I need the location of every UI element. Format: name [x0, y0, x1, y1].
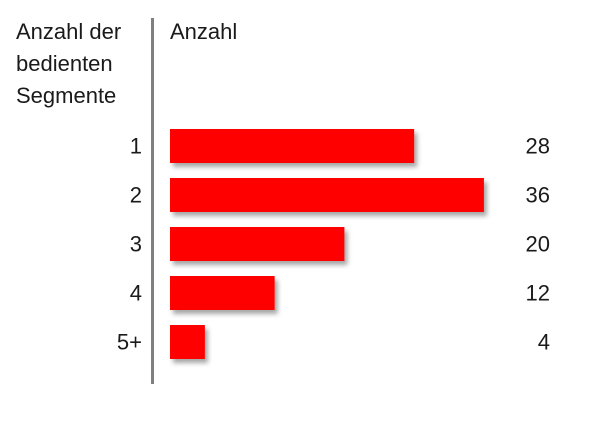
data-label-3: 20 [526, 232, 550, 257]
category-label-4: 4 [130, 281, 142, 306]
bar-2 [170, 178, 484, 212]
category-header-line-2: bedienten [16, 51, 113, 76]
data-label-5+: 4 [538, 330, 550, 355]
category-label-5+: 5+ [117, 330, 142, 355]
category-header-line-1: Anzahl der [16, 19, 122, 44]
category-label-2: 2 [130, 183, 142, 208]
bar-4 [170, 276, 275, 310]
axis-divider-line [151, 18, 154, 384]
category-axis-header: Anzahl der bedienten Segmente [16, 16, 152, 112]
bar-5+ [170, 325, 205, 359]
bar-1 [170, 129, 415, 163]
value-axis-header: Anzahl [170, 19, 238, 44]
data-label-4: 12 [526, 281, 550, 306]
category-header-line-3: Segmente [16, 83, 117, 108]
bar-3 [170, 227, 345, 261]
data-label-1: 28 [526, 134, 550, 159]
data-label-2: 36 [526, 183, 550, 208]
category-label-3: 3 [130, 232, 142, 257]
category-label-1: 1 [130, 134, 142, 159]
